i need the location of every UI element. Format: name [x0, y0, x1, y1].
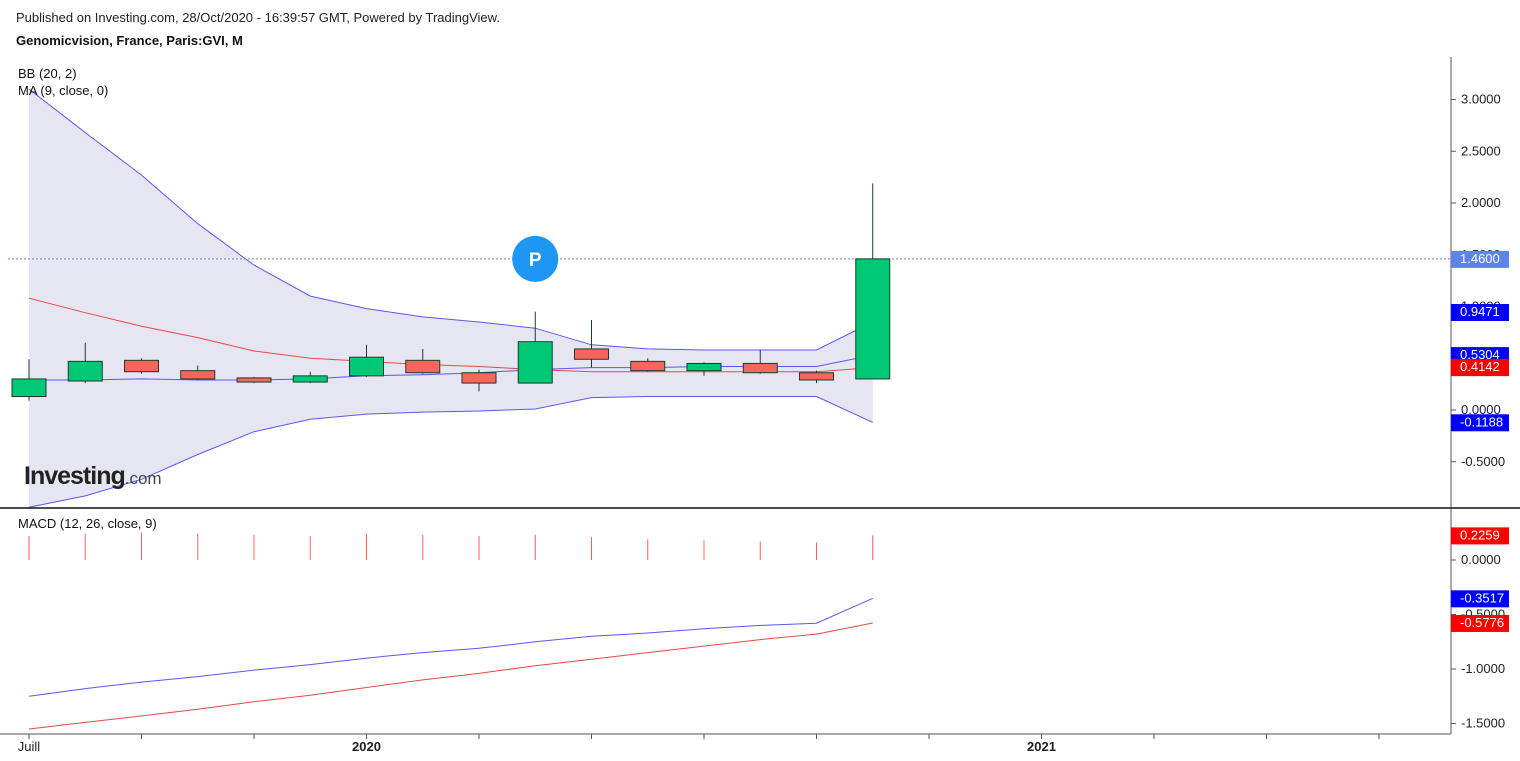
- candle-body-down: [630, 360, 666, 372]
- candle[interactable]: [855, 183, 891, 380]
- investing-logo: Investing.com: [24, 462, 162, 491]
- candle-body-down: [236, 377, 272, 383]
- candle[interactable]: [124, 358, 159, 374]
- macd-value-label-box: [1451, 614, 1509, 632]
- bb-upper-line: [28, 88, 874, 351]
- candle[interactable]: [686, 362, 722, 376]
- candle[interactable]: [517, 311, 553, 384]
- logo-suffix: .com: [124, 469, 162, 488]
- candle-body-down: [405, 359, 441, 374]
- price-value-label: 0.4142: [1460, 359, 1500, 374]
- published-line: Published on Investing.com, 28/Oct/2020 …: [16, 10, 500, 25]
- price-panel: [8, 88, 1451, 508]
- candle[interactable]: [292, 371, 328, 384]
- price-value-label: 0.5304: [1460, 347, 1500, 362]
- bb-lower-line: [28, 396, 874, 508]
- candle-body-up: [67, 360, 103, 382]
- macd-tick-label: -1.0000: [1461, 661, 1505, 676]
- marker-label: P: [529, 250, 542, 271]
- time-tick-label: 2021: [1027, 739, 1056, 754]
- price-tick-label: 2.0000: [1461, 195, 1501, 210]
- candle-body-up: [855, 258, 891, 380]
- candle-body-up: [11, 378, 47, 398]
- macd-value-label: -0.3517: [1460, 590, 1504, 605]
- time-tick-label: Juill: [18, 739, 41, 754]
- price-tick-label: 3.0000: [1461, 92, 1501, 107]
- macd-value-label: 0.2259: [1460, 527, 1500, 542]
- candle[interactable]: [461, 369, 497, 392]
- bb-middle-line: [29, 354, 873, 381]
- macd-line: [28, 597, 874, 697]
- price-tick-label: 0.0000: [1461, 402, 1501, 417]
- price-value-label-box: [1451, 359, 1509, 377]
- candle-body-down: [574, 348, 609, 360]
- candle-body-up: [686, 362, 722, 372]
- candle-body-up: [292, 375, 328, 383]
- price-value-label: 0.9471: [1460, 304, 1500, 319]
- candle-body-up: [517, 341, 553, 384]
- candle[interactable]: [11, 359, 47, 401]
- candle[interactable]: [349, 344, 384, 377]
- last-price-label-box: [1451, 250, 1509, 268]
- macd-value-label: -0.5776: [1460, 615, 1504, 630]
- macd-tick-label: -1.5000: [1461, 716, 1505, 731]
- price-value-label: -0.1188: [1460, 414, 1503, 429]
- symbol-title: Genomicvision, France, Paris:GVI, M: [16, 33, 243, 48]
- macd-tick-label: 0.0000: [1461, 552, 1501, 567]
- ma-line: [28, 297, 873, 373]
- macd-value-label-box: [1451, 590, 1509, 608]
- candle-body-down: [124, 359, 159, 373]
- candle[interactable]: [180, 365, 216, 380]
- logo-brand: Investing: [24, 462, 126, 490]
- last-price-label: 1.4600: [1460, 251, 1500, 266]
- price-value-label-box: [1451, 303, 1509, 321]
- time-tick-label: 2020: [352, 739, 381, 754]
- candle[interactable]: [742, 349, 778, 374]
- macd-panel: [28, 532, 874, 730]
- macd-signal-line: [28, 622, 873, 730]
- candle[interactable]: [67, 342, 103, 384]
- candle[interactable]: [405, 348, 441, 374]
- candle-body-down: [742, 362, 778, 374]
- bb-fill: [29, 89, 873, 508]
- candle-body-up: [349, 356, 384, 377]
- ma-indicator-label[interactable]: MA (9, close, 0): [18, 83, 109, 98]
- bb-indicator-label[interactable]: BB (20, 2): [18, 66, 77, 81]
- candle[interactable]: [574, 319, 609, 368]
- marker-circle: [512, 235, 559, 282]
- macd-indicator-label[interactable]: MACD (12, 26, close, 9): [18, 516, 157, 531]
- price-tick-label: 2.5000: [1461, 143, 1501, 158]
- candle[interactable]: [236, 376, 272, 384]
- event-marker[interactable]: P: [512, 235, 559, 282]
- candle-body-down: [180, 370, 216, 380]
- macd-value-label-box: [1451, 527, 1509, 545]
- candle[interactable]: [630, 358, 666, 372]
- price-value-label-box: [1451, 414, 1509, 432]
- price-tick-label: -0.5000: [1461, 454, 1505, 469]
- candle[interactable]: [799, 370, 834, 384]
- candle-body-down: [461, 372, 497, 384]
- candle-body-down: [799, 372, 834, 381]
